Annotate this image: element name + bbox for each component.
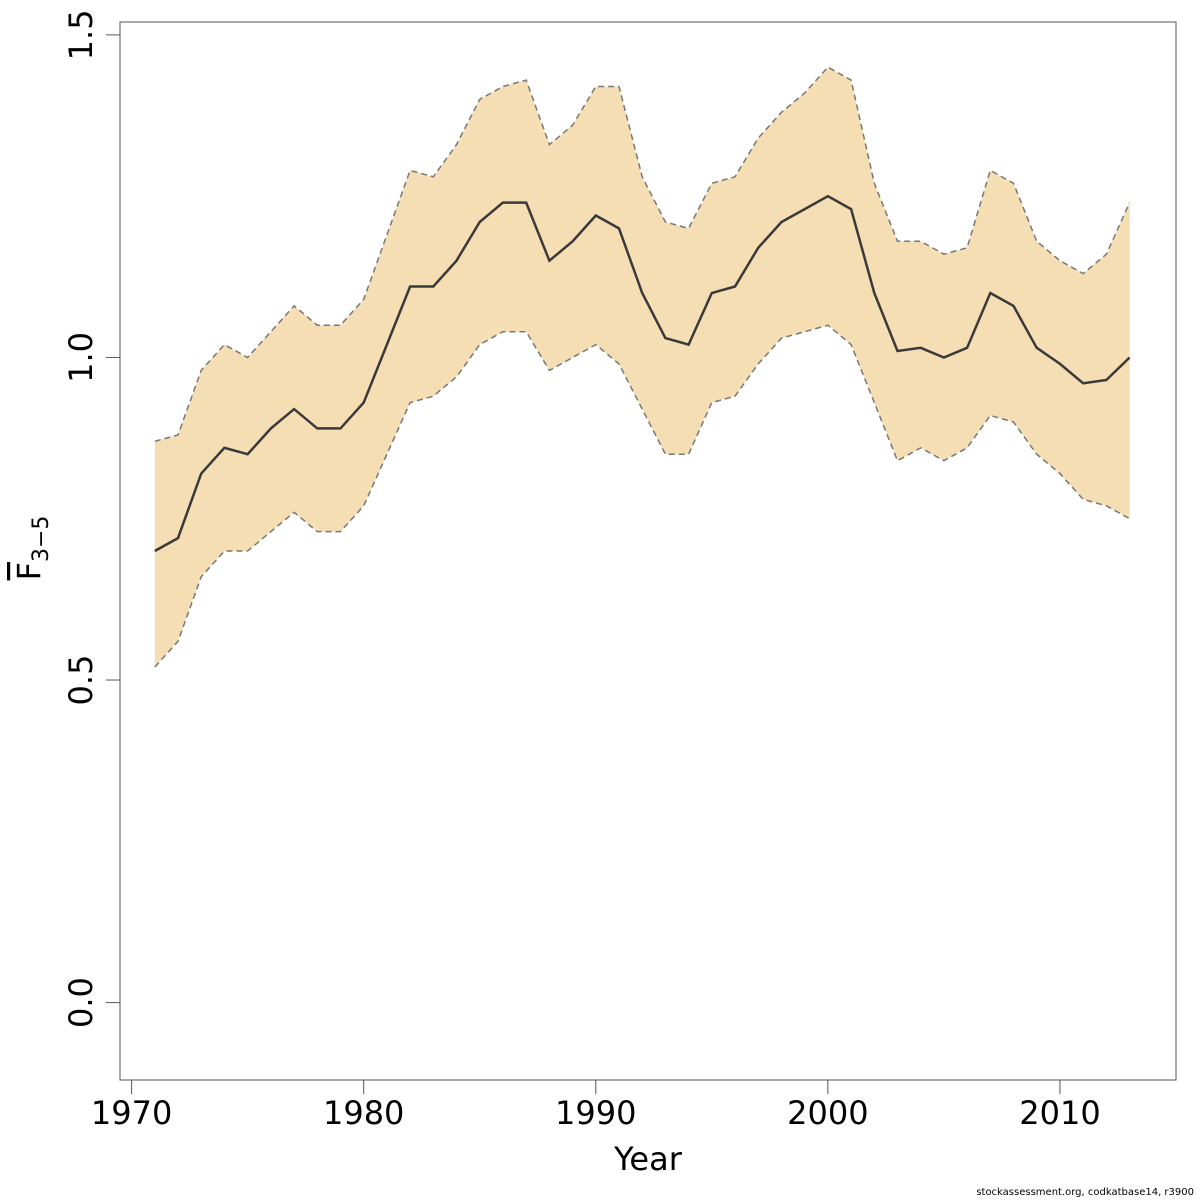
- x-tick-label-1970: 1970: [91, 1094, 172, 1132]
- y-tick-label-0.0: 0.0: [62, 977, 100, 1028]
- y-axis-title: F3−5: [10, 516, 54, 581]
- x-tick-label-2010: 2010: [1019, 1094, 1100, 1132]
- x-axis: 1970 1980 1990 2000 2010: [91, 1079, 1101, 1132]
- y-tick-label-0.5: 0.5: [62, 655, 100, 706]
- upper-bound-line: [154, 66, 1131, 443]
- plot-area: [154, 66, 1131, 668]
- footer-credit: stockassessment.org, codkatbase14, r3900: [976, 1187, 1194, 1198]
- y-tick-label-1.0: 1.0: [62, 332, 100, 383]
- plot-box: [119, 21, 1177, 1081]
- svg-text:F3−5: F3−5: [10, 516, 54, 581]
- y-axis: 0.0 0.5 1.0 1.5: [62, 9, 121, 1028]
- x-tick-label-2000: 2000: [787, 1094, 868, 1132]
- y-tick-label-1.5: 1.5: [62, 9, 100, 60]
- x-tick-label-1990: 1990: [555, 1094, 636, 1132]
- lower-bound-line: [154, 324, 1130, 668]
- x-axis-title: Year: [613, 1140, 683, 1178]
- y-axis-title-main: F: [10, 562, 48, 580]
- data-points: [154, 196, 1130, 552]
- y-axis-title-sub: 3−5: [29, 516, 54, 562]
- confidence-band: [154, 67, 1130, 668]
- x-tick-label-1980: 1980: [323, 1094, 404, 1132]
